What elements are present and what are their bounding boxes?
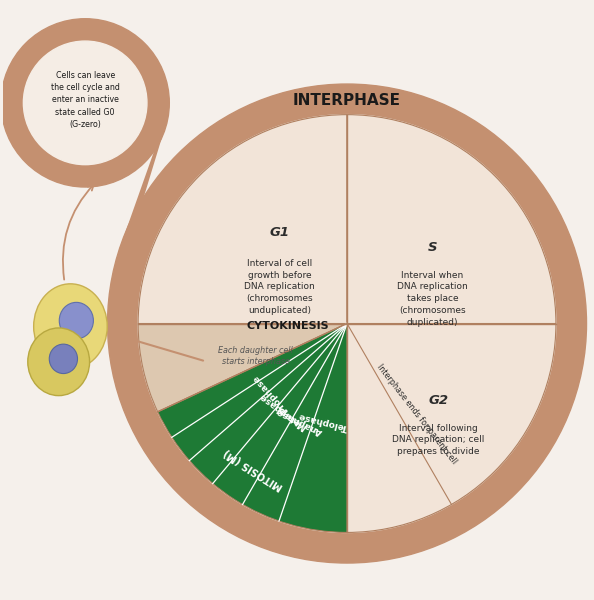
Text: G2: G2 xyxy=(428,394,448,407)
Text: CYTOKINESIS: CYTOKINESIS xyxy=(247,322,330,331)
Circle shape xyxy=(138,115,556,532)
Text: G1: G1 xyxy=(269,226,289,239)
Circle shape xyxy=(1,19,169,187)
Text: MITOSIS (M): MITOSIS (M) xyxy=(222,446,285,491)
Text: Prophase: Prophase xyxy=(250,373,289,414)
Text: Anaphase: Anaphase xyxy=(275,406,324,436)
Wedge shape xyxy=(157,323,347,532)
Text: Interval following
DNA replication; cell
prepares to divide: Interval following DNA replication; cell… xyxy=(392,424,485,456)
Text: Interval when
DNA replication
takes place
(chromosomes
duplicated): Interval when DNA replication takes plac… xyxy=(397,271,467,327)
Text: INTERPHASE: INTERPHASE xyxy=(293,94,401,109)
Text: Each daughter cell
starts interphase: Each daughter cell starts interphase xyxy=(219,346,293,366)
Text: Telophase: Telophase xyxy=(297,410,349,431)
Text: Cells can leave
the cell cycle and
enter an inactive
state called G0
(G-zero): Cells can leave the cell cycle and enter… xyxy=(50,71,119,129)
Ellipse shape xyxy=(59,302,93,339)
Circle shape xyxy=(23,41,147,164)
Wedge shape xyxy=(138,323,347,412)
Wedge shape xyxy=(138,115,347,323)
Ellipse shape xyxy=(34,284,108,369)
Text: Metaphase: Metaphase xyxy=(258,391,308,431)
Text: Interphase ends for parent cell: Interphase ends for parent cell xyxy=(375,363,459,466)
Text: S: S xyxy=(428,241,437,254)
Polygon shape xyxy=(119,118,168,250)
Wedge shape xyxy=(347,323,556,532)
Wedge shape xyxy=(347,115,556,323)
Text: Interval of cell
growth before
DNA replication
(chromosomes
unduplicated): Interval of cell growth before DNA repli… xyxy=(244,259,315,315)
Ellipse shape xyxy=(49,344,77,374)
Ellipse shape xyxy=(28,328,90,395)
Circle shape xyxy=(108,84,586,563)
